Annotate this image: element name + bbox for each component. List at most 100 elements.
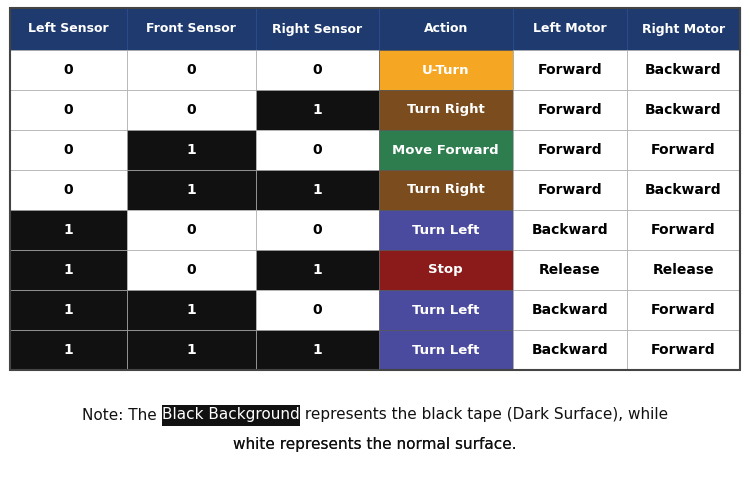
Text: represents the black tape (Dark Surface), while: represents the black tape (Dark Surface)… xyxy=(299,408,668,422)
Text: white represents the normal surface.: white represents the normal surface. xyxy=(233,438,517,452)
Bar xyxy=(256,330,379,370)
Text: Forward: Forward xyxy=(651,303,716,317)
Bar xyxy=(379,90,513,130)
Bar xyxy=(127,210,256,250)
Text: 0: 0 xyxy=(312,223,322,237)
Text: Turn Right: Turn Right xyxy=(407,104,485,117)
Text: Left Motor: Left Motor xyxy=(533,22,607,36)
Bar xyxy=(10,90,127,130)
Bar xyxy=(256,50,379,90)
Bar xyxy=(513,290,626,330)
Text: 1: 1 xyxy=(187,343,196,357)
Text: Turn Right: Turn Right xyxy=(407,184,485,196)
Bar xyxy=(256,210,379,250)
Text: Backward: Backward xyxy=(645,103,722,117)
Text: 0: 0 xyxy=(64,103,74,117)
Text: 1: 1 xyxy=(312,183,322,197)
Bar xyxy=(256,250,379,290)
Bar xyxy=(127,130,256,170)
Bar xyxy=(513,50,626,90)
Bar xyxy=(162,405,299,426)
Bar xyxy=(10,330,127,370)
Bar xyxy=(127,90,256,130)
Text: 0: 0 xyxy=(187,63,196,77)
Bar xyxy=(10,210,127,250)
Text: white represents the normal surface.: white represents the normal surface. xyxy=(233,438,517,452)
Text: 1: 1 xyxy=(312,263,322,277)
Bar xyxy=(513,330,626,370)
Text: 1: 1 xyxy=(312,103,322,117)
Text: Action: Action xyxy=(424,22,468,36)
Text: U-Turn: U-Turn xyxy=(422,64,470,76)
Text: Backward: Backward xyxy=(645,63,722,77)
Bar xyxy=(127,50,256,90)
Text: 1: 1 xyxy=(187,303,196,317)
Bar xyxy=(127,290,256,330)
Text: Forward: Forward xyxy=(538,103,602,117)
Bar xyxy=(256,290,379,330)
Bar xyxy=(10,250,127,290)
Text: 1: 1 xyxy=(64,343,74,357)
Bar xyxy=(379,50,513,90)
Bar xyxy=(626,210,740,250)
Text: 0: 0 xyxy=(187,223,196,237)
Text: 0: 0 xyxy=(312,143,322,157)
Bar xyxy=(379,130,513,170)
Bar xyxy=(379,210,513,250)
Bar xyxy=(626,330,740,370)
Bar xyxy=(127,330,256,370)
Text: 0: 0 xyxy=(187,103,196,117)
Text: Forward: Forward xyxy=(651,223,716,237)
Text: Right Motor: Right Motor xyxy=(642,22,724,36)
Text: Release: Release xyxy=(652,263,714,277)
Text: Forward: Forward xyxy=(538,183,602,197)
Text: Forward: Forward xyxy=(651,343,716,357)
Text: 1: 1 xyxy=(64,303,74,317)
Text: 0: 0 xyxy=(64,183,74,197)
Text: Forward: Forward xyxy=(538,143,602,157)
Bar xyxy=(626,170,740,210)
Text: 0: 0 xyxy=(312,63,322,77)
Bar xyxy=(379,290,513,330)
Text: Left Sensor: Left Sensor xyxy=(28,22,109,36)
Bar xyxy=(127,250,256,290)
Text: Forward: Forward xyxy=(651,143,716,157)
Text: Backward: Backward xyxy=(532,303,608,317)
Text: Backward: Backward xyxy=(532,343,608,357)
Text: Right Sensor: Right Sensor xyxy=(272,22,362,36)
Text: Note: The: Note: The xyxy=(82,408,162,422)
Text: Backward: Backward xyxy=(532,223,608,237)
Text: Release: Release xyxy=(539,263,601,277)
Text: 0: 0 xyxy=(64,63,74,77)
Bar xyxy=(626,90,740,130)
Bar xyxy=(10,290,127,330)
Text: 0: 0 xyxy=(187,263,196,277)
Text: 1: 1 xyxy=(64,223,74,237)
Text: Turn Left: Turn Left xyxy=(412,304,479,316)
Bar xyxy=(127,8,256,50)
Bar xyxy=(513,130,626,170)
Bar xyxy=(513,170,626,210)
Bar xyxy=(626,250,740,290)
Bar xyxy=(513,8,626,50)
Text: Stop: Stop xyxy=(428,264,463,276)
Text: Backward: Backward xyxy=(645,183,722,197)
Bar xyxy=(379,170,513,210)
Bar xyxy=(256,90,379,130)
Bar xyxy=(256,130,379,170)
Text: Forward: Forward xyxy=(538,63,602,77)
Bar xyxy=(379,250,513,290)
Text: Front Sensor: Front Sensor xyxy=(146,22,236,36)
Text: 0: 0 xyxy=(312,303,322,317)
Bar xyxy=(626,130,740,170)
Bar xyxy=(10,8,127,50)
Text: Black Background: Black Background xyxy=(162,408,299,422)
Bar xyxy=(379,330,513,370)
Text: 1: 1 xyxy=(64,263,74,277)
Bar xyxy=(513,210,626,250)
Bar xyxy=(626,8,740,50)
Bar xyxy=(256,170,379,210)
Text: 1: 1 xyxy=(187,183,196,197)
Bar xyxy=(10,8,740,370)
Text: 1: 1 xyxy=(187,143,196,157)
